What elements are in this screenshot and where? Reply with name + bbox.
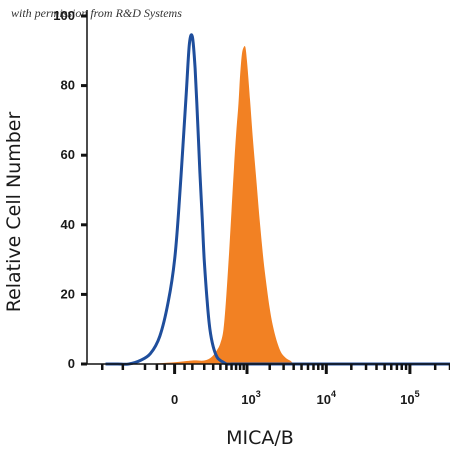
stained-histogram-fill — [105, 45, 450, 365]
y-tick-label: 40 — [61, 217, 75, 232]
y-tick-label: 60 — [61, 147, 75, 162]
x-tick-label: 0 — [171, 392, 178, 407]
x-tick-exponent: 5 — [415, 389, 420, 399]
x-tick-exponent: 3 — [256, 389, 261, 399]
isotype-histogram-outline — [105, 33, 450, 366]
x-tick-label: 103 — [241, 389, 260, 407]
plot-area — [105, 33, 450, 366]
y-tick-label: 0 — [68, 356, 75, 371]
y-tick-label: 100 — [53, 8, 75, 23]
y-axis-label: Relative Cell Number — [3, 111, 25, 313]
x-tick-label: 104 — [317, 389, 336, 407]
x-tick-label: 105 — [400, 389, 419, 407]
x-axis-label: MICA/B — [226, 427, 294, 449]
x-tick-exponent: 4 — [331, 389, 336, 399]
permission-note: with permission from R&D Systems — [11, 6, 182, 20]
y-tick-label: 80 — [61, 78, 75, 93]
y-tick-label: 20 — [61, 286, 75, 301]
